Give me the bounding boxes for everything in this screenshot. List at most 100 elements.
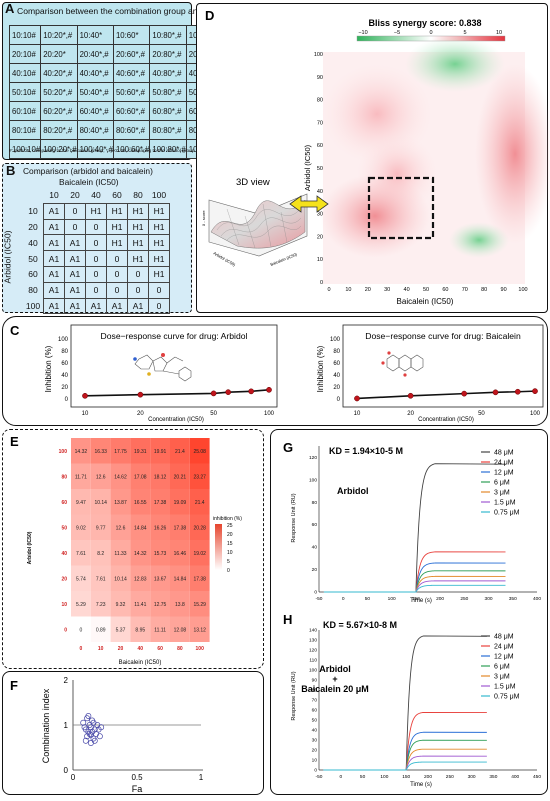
heatmap-cell [110,463,131,489]
row-header: 40 [28,237,38,248]
h-sensorgram-line [323,755,487,771]
table-cell: 0 [85,234,107,252]
heatmap-value: 14.84 [174,576,187,582]
table-row: 80:10#80:20*,#80:40*,#80:60*,#80:80*,#80… [8,120,228,140]
arbidol-y-tick: 100 [58,337,69,343]
heatmap-value: 5.37 [116,627,126,633]
table-cell: A1 [64,297,86,315]
d-y-tick: 100 [314,52,323,58]
baicalein-point [461,390,468,397]
table-cell: A1 [127,297,149,315]
g-y-tick: 20 [312,567,318,573]
heatmap-value: 16.33 [94,449,107,455]
heatmap-value: 11.33 [114,551,126,557]
arbidol-point [266,386,272,393]
table-cell: 20:20* [40,44,78,64]
heatmap-value: 21.4 [175,449,185,455]
heatmap-cell [189,438,210,464]
g-x-tick: 100 [388,596,396,602]
table-row: 80 A1 A1 0 0 0 0 [23,281,170,299]
heatmap-cell [130,591,151,617]
heatmap-value: 19.02 [193,551,206,557]
heatmap-value: 5.29 [76,602,86,608]
h-sensorgram-line [323,731,487,771]
f-y-tick: 1 [64,721,69,730]
table-cell: A1 [43,265,65,283]
heatmap-cell [170,463,190,489]
g-x-tick: 50 [365,596,371,602]
heatmap-cell [90,540,111,566]
panel-b-col-axis: Baicalein (IC50) [59,177,119,187]
table-cell: 100:10# [8,139,42,159]
table-cell: A1 [43,234,65,252]
h-compound-line1: Arbidol [319,664,351,674]
g-sensorgram-line [323,570,506,593]
table-cell: H1 [127,202,149,220]
h-y-tick: 100 [309,668,317,674]
heatmap-value: 13.12 [193,627,206,633]
h-y-tick: 0 [314,768,317,774]
heatmap-value: 16.46 [174,551,187,557]
g-x-tick: 250 [460,596,468,602]
h-x-tick: 200 [424,774,432,780]
g-ylabel: Response Unit (RU) [291,493,297,542]
table-cell: 10:80*,# [149,25,187,45]
heatmap-value: 8.95 [135,627,145,633]
panel-b-title: Comparison (arbidol and baicalein) [23,166,153,176]
panel-f: F 0 0.5 1 0 1 2 Fa Combination index [2,671,264,795]
surface-xlabel: Baicalein (IC50) [270,251,299,267]
table-cell: 60:10# [8,101,42,121]
arbidol-point [137,391,144,398]
table-header-row: 10 20 40 60 80 100 [23,188,170,203]
heatmap-cell [71,540,91,566]
table-row: 20 A1 0 0 H1 H1 H1 [23,218,170,236]
g-sensorgram-line [323,580,506,593]
ci-point [82,737,89,744]
heatmap-value: 19.91 [154,449,167,455]
table-cell: 0 [85,265,107,283]
column-header: 40 [91,190,101,201]
ci-point [87,740,94,746]
column-header: 60 [112,190,122,201]
baicalein-point [354,395,360,402]
row-header: 100 [25,300,41,311]
table-cell: A1 [85,297,107,315]
table-cell: H1 [127,250,149,267]
baicalein-curve [356,390,536,400]
e-y-tick: 60 [61,500,67,506]
heatmap-value: 20.28 [193,525,206,531]
e-legend-tick: 10 [227,550,233,556]
heatmap-cell [130,489,151,515]
heatmap-value: 23.27 [193,474,206,480]
table-row: 100 A1 A1 A1 A1 A1 0 [23,297,170,315]
heatmap-value: 12.6 [116,525,126,531]
heatmap-value: 5.74 [76,576,86,582]
heatmap-value: 14.32 [134,551,147,557]
panel-a-title: Comparison between the combination group… [17,6,255,16]
table-cell: 80:60*,# [112,120,151,140]
table-cell: 60:40*,# [76,101,114,121]
column-header: 20 [70,190,80,201]
h-x-tick: 450 [533,774,541,780]
d-y-tick: 50 [317,166,323,172]
heatmap-value: 8.2 [97,551,104,557]
baicalein-point [532,388,538,394]
ci-point [89,728,96,735]
panel-g-label: G [283,440,293,455]
baicalein-x-tick: 50 [478,411,485,417]
heatmap-cell [110,540,131,566]
table-cell: H1 [85,202,107,220]
h-legend-label: 24 μM [494,644,514,651]
h-y-tick: 70 [312,698,318,704]
colorbar-tick: 10 [496,30,502,36]
heatmap-value: 18.12 [154,474,167,480]
table-cell: 20:40*,# [76,44,114,64]
baicalein-y-tick: 80 [333,349,340,355]
e-x-tick: 60 [157,646,163,652]
baicalein-plot-frame [342,324,544,408]
g-legend-label: 6 μM [494,480,510,487]
arbidol-x-tick: 20 [137,411,144,417]
baicalein-point [514,388,521,395]
heatmap-cell [170,591,190,617]
e-ylabel: Arbidol (IC50) [27,531,33,564]
